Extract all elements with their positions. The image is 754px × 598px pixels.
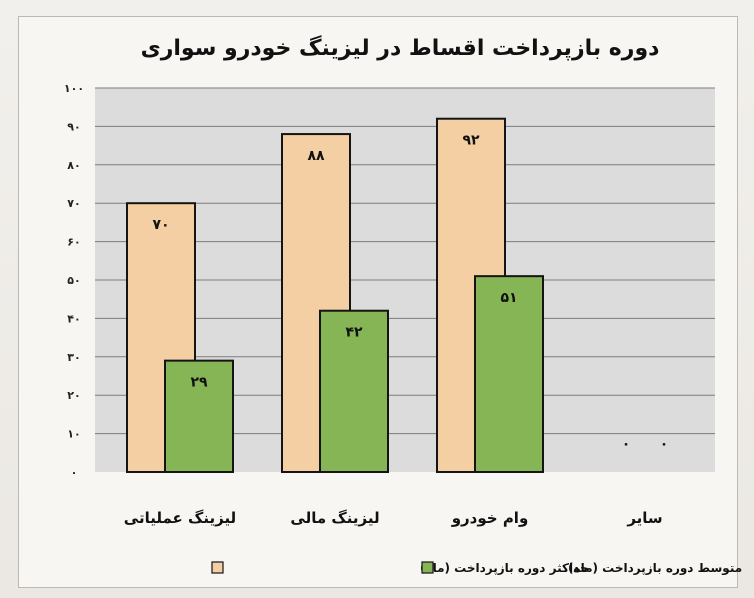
- y-tick-label: ۱۰۰: [64, 82, 84, 95]
- bar: [319, 309, 389, 473]
- legend-swatch: [211, 561, 224, 574]
- bars: ۷۰ ۲۹ ۸۸ ۴۲ ۹۲ ۵۱ ۰ ۰: [126, 117, 669, 474]
- legend-label: متوسط دوره بازپرداخت (ماه): [568, 561, 742, 576]
- legend: حداکثر دوره بازپرداخت (ماه)متوسط دوره با…: [211, 561, 742, 576]
- y-tick-label: ۹۰: [67, 120, 80, 133]
- category-label: وام خودرو: [451, 509, 529, 527]
- category-label: سایر: [626, 509, 662, 527]
- y-tick-label: ۰: [71, 466, 78, 479]
- y-tick-label: ۲۰: [67, 389, 80, 402]
- y-tick-label: ۱۰: [67, 428, 80, 441]
- category-label: لیزینگ عملیاتی: [124, 509, 236, 527]
- data-label: ۴۲: [345, 325, 363, 341]
- category-label: لیزینگ مالی: [290, 509, 379, 527]
- y-tick-label: ۸۰: [67, 159, 80, 172]
- bar: [474, 275, 544, 473]
- data-label: ۰: [622, 436, 631, 452]
- data-label: ۹۲: [462, 133, 480, 149]
- y-tick-label: ۷۰: [67, 197, 80, 210]
- data-label: ۰: [660, 436, 669, 452]
- data-label: ۵۱: [500, 290, 517, 306]
- y-axis-ticks: ۰ ۱۰ ۲۰ ۳۰ ۴۰ ۵۰ ۶۰ ۷۰ ۸۰ ۹۰ ۱۰۰: [64, 82, 84, 479]
- y-tick-label: ۳۰: [67, 351, 80, 364]
- y-tick-label: ۶۰: [67, 236, 80, 249]
- legend-label: حداکثر دوره بازپرداخت (ماه): [420, 561, 589, 576]
- legend-swatch: [421, 561, 434, 574]
- category-labels: لیزینگ عملیاتی لیزینگ مالی وام خودرو سایر: [124, 509, 663, 527]
- y-tick-label: ۵۰: [67, 274, 80, 287]
- gridlines: [95, 87, 715, 435]
- data-label: ۷۰: [152, 217, 169, 233]
- y-tick-label: ۴۰: [67, 312, 80, 325]
- bar: [164, 359, 234, 474]
- data-label: ۸۸: [307, 148, 325, 164]
- data-label: ۲۹: [190, 375, 208, 391]
- chart-title: دوره بازپرداخت اقساط در لیزینگ خودرو سوا…: [141, 34, 660, 61]
